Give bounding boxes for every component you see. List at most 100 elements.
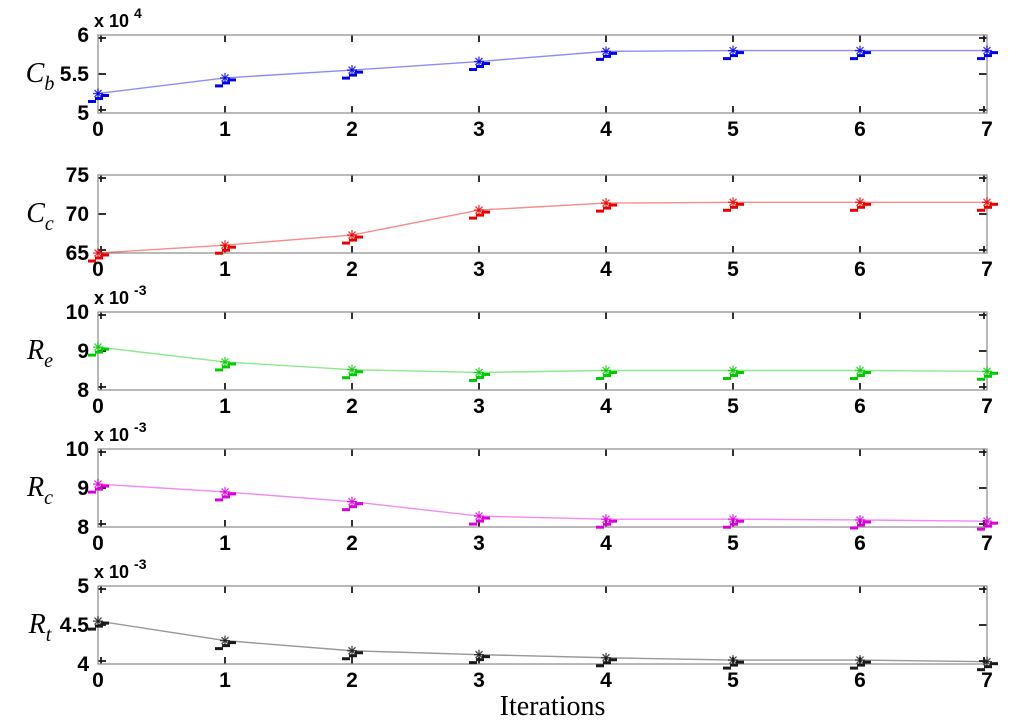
asterisk-marker-stroke	[475, 368, 483, 377]
asterisk-marker-stroke	[602, 515, 610, 524]
x-tick-label: 0	[92, 258, 104, 281]
x-tick-label: 4	[600, 258, 612, 281]
asterisk-marker-stroke	[348, 231, 356, 240]
x-tick-label: 6	[854, 395, 866, 418]
y-tick-label: 8	[77, 516, 89, 539]
asterisk-marker-stroke	[729, 46, 737, 55]
data-point-marker	[850, 655, 871, 670]
data-point-marker	[88, 616, 109, 631]
y-axis-label-cb: Cb	[26, 58, 55, 95]
x-axis-label: Iterations	[500, 691, 606, 722]
asterisk-marker-stroke	[602, 47, 610, 56]
data-point-marker	[977, 45, 998, 61]
x-tick-label: 6	[854, 118, 866, 141]
asterisk-marker-stroke	[983, 367, 991, 376]
x-tick-label: 0	[92, 532, 104, 555]
y-tick-label: 75	[66, 164, 90, 187]
data-point-marker	[215, 240, 236, 255]
asterisk-marker-stroke	[475, 650, 483, 659]
x-tick-label: 6	[854, 258, 866, 281]
data-point-marker	[977, 656, 998, 672]
data-point-marker	[850, 197, 871, 212]
y-tick-label: 5	[77, 575, 89, 598]
data-point-marker	[596, 46, 617, 61]
data-point-marker	[469, 56, 490, 72]
data-line	[97, 620, 988, 663]
data-line	[97, 483, 988, 522]
asterisk-marker-stroke	[983, 46, 991, 55]
asterisk-marker-stroke	[983, 198, 991, 207]
axes-box	[97, 448, 988, 528]
x-tick-label: 6	[854, 532, 866, 555]
y-tick-label: 5	[77, 102, 89, 125]
x-tick-label: 7	[981, 258, 993, 281]
asterisk-marker-stroke	[856, 366, 864, 375]
y-axis-label-rc: Rc	[26, 472, 53, 509]
data-point-marker	[342, 65, 363, 80]
data-line	[97, 201, 987, 254]
data-point-marker	[977, 366, 998, 381]
y-tick-label: 9	[77, 340, 89, 363]
y-axis-label-re: Re	[26, 335, 53, 372]
asterisk-marker-stroke	[729, 366, 737, 375]
data-line	[97, 49, 987, 95]
asterisk-marker-stroke	[475, 57, 483, 66]
asterisk-marker-stroke	[94, 89, 102, 98]
y-tick-label: 4	[77, 653, 89, 676]
x-tick-label: 0	[92, 118, 104, 141]
data-point-marker	[850, 365, 871, 380]
asterisk-marker-stroke	[856, 198, 864, 207]
asterisk-marker-stroke	[856, 46, 864, 55]
x-tick-label: 5	[727, 258, 739, 281]
x-tick-label: 4	[600, 532, 612, 555]
x-tick-label: 1	[219, 395, 231, 418]
asterisk-marker-stroke	[221, 487, 229, 496]
x-tick-label: 6	[854, 669, 866, 692]
data-point-marker	[469, 205, 490, 220]
x-tick-label: 0	[92, 395, 104, 418]
y-tick-label: 8	[77, 379, 89, 402]
x-tick-label: 4	[600, 669, 612, 692]
scale-exponent-label: x 10 -3	[94, 556, 147, 582]
y-tick-label: 70	[66, 203, 89, 226]
data-point-marker	[215, 72, 236, 88]
data-point-marker	[723, 655, 744, 670]
data-point-marker	[723, 365, 744, 380]
data-point-marker	[596, 652, 617, 668]
asterisk-marker-stroke	[94, 249, 102, 257]
y-tick-label: 9	[77, 477, 89, 500]
asterisk-marker-stroke	[602, 366, 610, 375]
asterisk-marker-stroke	[602, 199, 610, 208]
asterisk-marker-stroke	[348, 646, 356, 655]
data-point-marker	[342, 364, 363, 380]
y-axis-label-cc: Cc	[26, 198, 54, 235]
x-tick-label: 7	[981, 118, 993, 141]
asterisk-marker-stroke	[983, 517, 991, 526]
data-point-marker	[88, 342, 109, 357]
asterisk-marker-stroke	[475, 512, 483, 521]
data-point-marker	[215, 635, 236, 651]
x-tick-label: 7	[981, 669, 993, 692]
x-tick-label: 1	[219, 258, 231, 281]
x-tick-label: 3	[473, 258, 485, 281]
scale-exponent-label: x 10 4	[94, 5, 142, 31]
data-point-marker	[342, 496, 363, 512]
data-point-marker	[977, 197, 998, 212]
x-tick-label: 1	[219, 118, 231, 141]
axes-box	[97, 34, 988, 114]
data-point-marker	[723, 45, 744, 61]
asterisk-marker-stroke	[348, 66, 356, 75]
asterisk-marker-stroke	[856, 656, 864, 665]
asterisk-marker-stroke	[221, 357, 229, 366]
data-point-marker	[596, 365, 617, 380]
data-point-marker	[723, 514, 744, 529]
x-tick-label: 7	[981, 532, 993, 555]
data-point-marker	[596, 198, 617, 213]
asterisk-marker-stroke	[729, 656, 737, 665]
data-point-marker	[469, 367, 490, 382]
asterisk-marker-stroke	[94, 480, 102, 489]
y-tick-label: 4.5	[60, 614, 90, 637]
x-tick-label: 4	[600, 118, 612, 141]
asterisk-marker-stroke	[348, 365, 356, 374]
